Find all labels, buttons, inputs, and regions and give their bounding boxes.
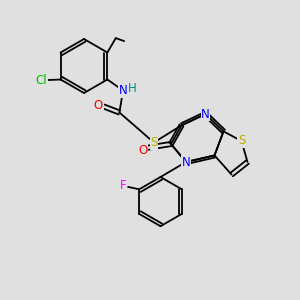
Text: S: S (238, 134, 245, 148)
Text: N: N (118, 84, 127, 98)
Text: Cl: Cl (35, 74, 47, 87)
Text: N: N (201, 107, 210, 121)
Text: S: S (150, 136, 158, 149)
Text: O: O (139, 143, 148, 157)
Text: H: H (128, 82, 137, 95)
Text: N: N (182, 155, 190, 169)
Text: O: O (94, 99, 103, 112)
Text: F: F (120, 179, 127, 192)
